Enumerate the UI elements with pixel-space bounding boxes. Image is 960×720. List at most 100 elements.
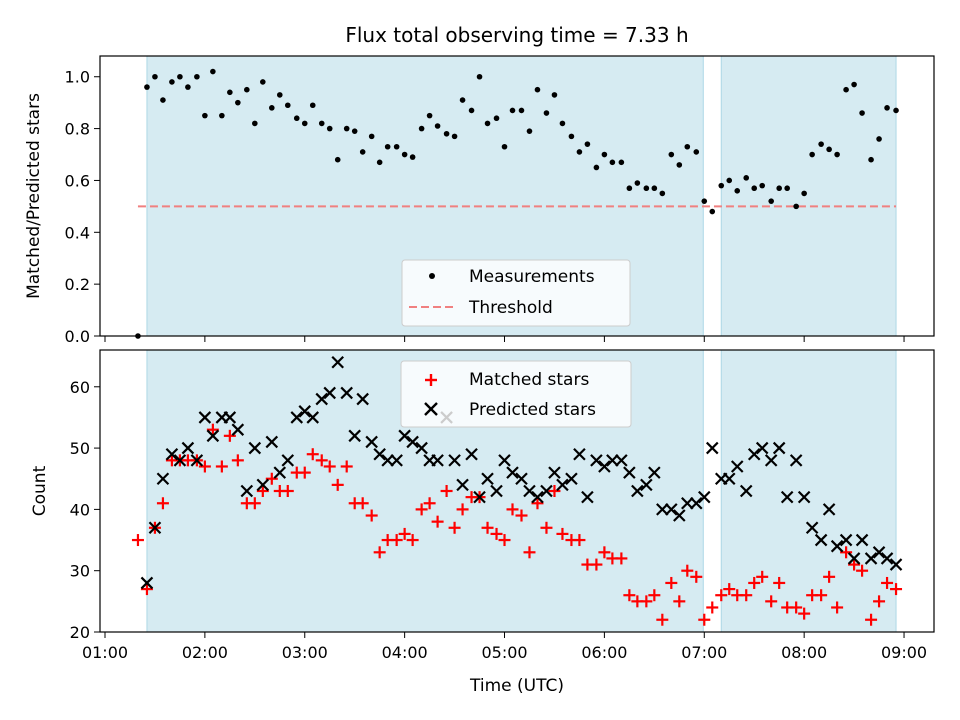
top-y-label: Matched/Predicted stars [24,93,44,299]
measurement-point [859,110,865,116]
matched-star-point [481,521,494,534]
predicted-star-point [265,435,279,449]
measurement-point [276,92,283,98]
matched-star-point [681,564,694,577]
measurement-point [618,159,625,166]
predicted-star-point [648,466,661,479]
x-axis-label: Time (UTC) [469,676,564,696]
predicted-star-point [515,472,528,486]
matched-star-point [548,485,561,497]
matched-star-point [440,485,453,497]
predicted-star-point [523,484,536,498]
measurement-point [210,68,216,75]
predicted-star-point [298,405,312,418]
measurement-point [593,164,600,171]
measurement-point [518,107,525,114]
predicted-star-point [448,454,461,467]
predicted-star-point [855,533,869,547]
measurement-point [759,182,766,189]
measurement-point [509,107,516,114]
predicted-star-point [739,484,753,498]
x-tick-label: 07:00 [681,643,727,662]
predicted-star-point [705,441,719,455]
matched-star-point [790,601,803,614]
measurement-point [493,115,500,122]
measurement-point [301,120,308,127]
predicted-star-points [140,355,903,590]
predicted-star-point [581,490,594,504]
measurement-point [160,97,166,103]
predicted-star-point [548,466,561,479]
y-tick-label: 20 [70,623,90,642]
predicted-star-point [681,496,694,510]
measurement-point [293,115,300,122]
predicted-star-point [490,484,503,498]
predicted-star-point [473,490,486,504]
measurement-point [451,133,458,140]
predicted-star-point [481,472,494,486]
measurement-point [826,146,832,153]
bottom-y-ticks: 20 30 40 50 60 [70,378,100,642]
x-tick-label: 01:00 [82,643,128,662]
chart-title: Flux total observing time = 7.33 h [345,23,688,47]
matched-star-point [490,527,503,540]
measurement-point [676,162,683,168]
measurement-point [326,125,333,132]
measurement-point [643,185,650,192]
measurement-point [202,112,208,119]
x-tick-label: 04:00 [382,643,428,662]
matched-star-point [756,570,769,583]
top-legend: Measurements Threshold [401,259,631,327]
predicted-star-point [331,355,344,369]
matched-star-point [840,546,853,559]
predicted-star-point [148,521,162,535]
matched-star-point [698,613,711,626]
measurement-point [543,110,550,116]
matched-star-point [223,429,236,442]
predicted-star-point [864,552,878,565]
matched-star-point [256,485,269,497]
predicted-star-point [573,447,586,461]
measurement-point [401,151,408,158]
measurement-point [284,102,291,109]
legend-matched-label: Matched stars [469,370,589,390]
measurement-point [868,156,874,163]
measurement-point [726,177,733,184]
predicted-star-point [198,411,212,424]
measurement-point [693,149,700,155]
predicted-star-point [140,576,154,590]
matched-star-point [231,454,244,467]
matched-star-point [656,613,669,626]
predicted-star-point [381,454,394,467]
measurement-point [843,86,849,93]
measurement-point [418,125,425,132]
matched-star-point [331,478,344,491]
measurement-point [701,198,708,204]
measurement-point [834,151,840,158]
matched-star-point [890,583,903,596]
top-panel: 0.0 0.2 0.4 0.6 0.8 1.0 Matched/Predicted sta… [24,55,935,346]
predicted-star-point [623,466,636,479]
measurement-point [376,159,383,166]
predicted-star-point [590,454,603,467]
matched-star-point [881,576,894,589]
measurement-point [526,128,533,134]
measurement-point [584,141,591,147]
y-tick-label: 50 [70,439,90,458]
measurement-point [309,102,316,109]
measurement-point [219,112,225,119]
predicted-star-point [465,447,478,461]
matched-star-point [215,460,228,473]
predicted-star-point [872,546,886,559]
predicted-star-point [805,521,819,535]
predicted-star-point [789,454,803,467]
predicted-star-point [390,454,403,467]
x-tick-label: 08:00 [781,643,827,662]
matched-star-point [523,546,536,559]
matched-star-point [373,546,386,559]
predicted-star-point [556,478,569,492]
matched-star-point [873,595,886,608]
y-tick-label: 1.0 [65,68,90,87]
measurement-point [576,149,583,155]
measurement-point [718,182,725,189]
